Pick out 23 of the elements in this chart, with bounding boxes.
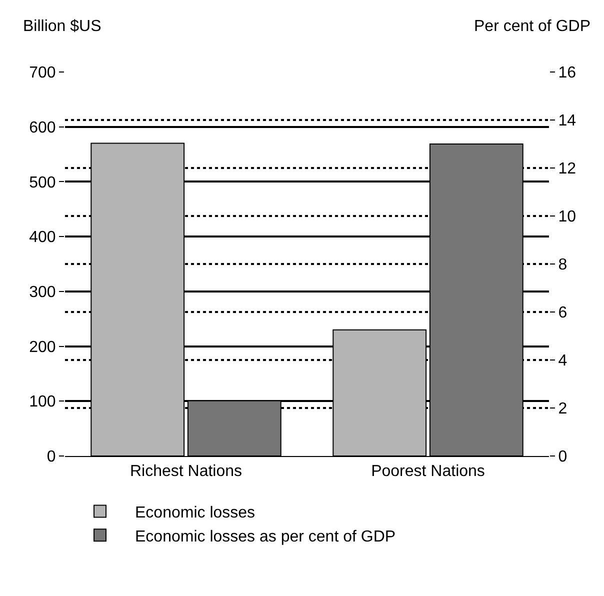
y-tick-label: 500 <box>29 174 56 192</box>
y-axis-title: Billion $US <box>23 18 102 35</box>
y2-tick-label: 14 <box>558 112 576 130</box>
y-tick-label: 400 <box>29 229 56 246</box>
y2-tick-label: 6 <box>558 304 568 322</box>
y-tick-label: 600 <box>29 119 56 136</box>
x-tick-label: Poorest Nations <box>371 463 485 480</box>
y2-tick-label: 12 <box>558 160 576 178</box>
y-tick-label: 100 <box>29 394 56 411</box>
y2-tick-label: 10 <box>558 208 576 226</box>
y2-tick-label: 2 <box>558 400 568 418</box>
x-tick-label: Richest Nations <box>130 463 242 480</box>
y-tick-label: 700 <box>29 64 56 82</box>
y-tick-label: 300 <box>29 284 56 302</box>
legend-label: Economic losses <box>135 504 256 522</box>
legend-label: Economic losses as per cent of GDP <box>135 528 396 546</box>
y2-axis-title: Per cent of GDP <box>474 18 590 35</box>
y2-tick-label: 4 <box>558 352 568 370</box>
y2-tick-label: 0 <box>558 448 568 466</box>
y2-tick-label: 8 <box>558 256 568 274</box>
y-tick-label: 200 <box>29 338 56 356</box>
y2-tick-label: 16 <box>558 64 576 82</box>
y-tick-label: 0 <box>46 448 56 466</box>
